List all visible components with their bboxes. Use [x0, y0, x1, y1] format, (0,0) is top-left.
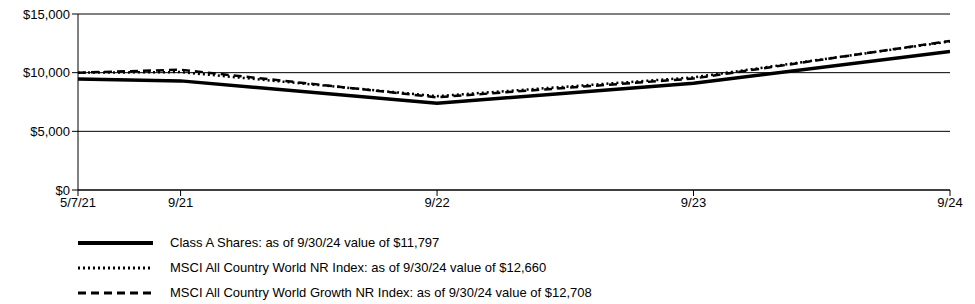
svg-text:$10,000: $10,000 [23, 65, 70, 80]
svg-text:9/23: 9/23 [681, 195, 706, 210]
html-text:Class A Shares: as of 9/30/24: Class A Shares: as of 9/30/24 value of $… [170, 235, 440, 250]
svg-text:9/24: 9/24 [937, 195, 962, 210]
html-text:MSCI All Country World NR Inde: MSCI All Country World NR Index: as of 9… [170, 260, 547, 275]
svg-text:$5,000: $5,000 [30, 124, 70, 139]
svg-text:$15,000: $15,000 [23, 7, 70, 22]
svg-text:9/22: 9/22 [424, 195, 449, 210]
svg-text:5/7/21: 5/7/21 [59, 195, 97, 211]
svg-text:$0: $0 [56, 183, 70, 198]
html-text:MSCI All Country World Growth: MSCI All Country World Growth NR Index: … [170, 285, 592, 300]
svg-text:9/21: 9/21 [168, 195, 193, 210]
